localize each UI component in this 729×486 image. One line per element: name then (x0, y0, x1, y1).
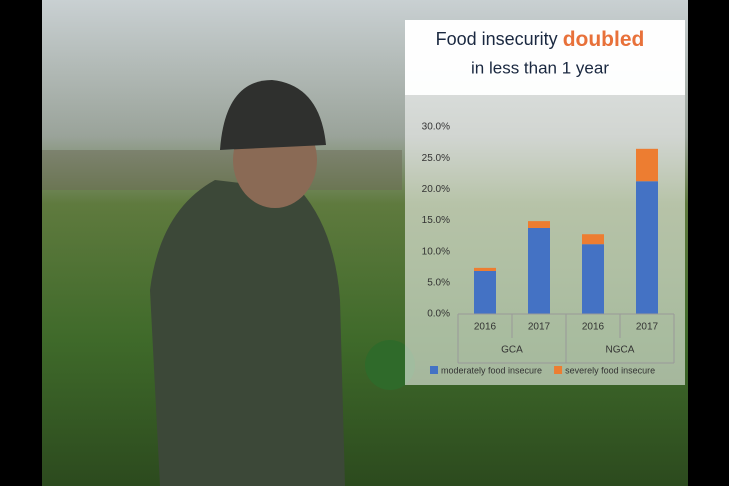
man-hat (220, 80, 326, 150)
man-jacket (150, 180, 345, 486)
y-tick-label: 30.0% (422, 122, 450, 133)
x-tick-label: 2016 (582, 322, 605, 333)
y-tick-label: 5.0% (427, 277, 450, 288)
bar-segment (528, 227, 550, 314)
radishes (365, 340, 415, 390)
x-tick-label: 2017 (636, 322, 659, 333)
bar-segment (582, 234, 604, 245)
y-tick-label: 0.0% (427, 309, 450, 320)
chart-title: Food insecurity doubled (436, 28, 645, 51)
bar-segment (636, 181, 658, 314)
bar-segment (474, 267, 496, 271)
subtitle: in less than 1 year (471, 58, 609, 77)
title-emphasis: doubled (563, 28, 645, 51)
y-tick-label: 20.0% (422, 184, 450, 195)
title-box (405, 20, 685, 95)
x-tick-label: 2017 (528, 322, 551, 333)
legend-label: moderately food insecure (441, 365, 542, 375)
bar-segment (582, 244, 604, 314)
group-label: GCA (501, 345, 523, 356)
group-label: NGCA (606, 345, 635, 356)
bar-segment (474, 270, 496, 314)
y-tick-label: 15.0% (422, 215, 450, 226)
y-tick-label: 10.0% (422, 246, 450, 257)
legend-swatch (554, 366, 563, 374)
bar-segment (636, 148, 658, 182)
bar-segment (528, 221, 550, 228)
legend-label: severely food insecure (565, 365, 655, 375)
title-text: Food insecurity (436, 29, 558, 49)
y-tick-label: 25.0% (422, 153, 450, 164)
x-tick-label: 2016 (474, 322, 497, 333)
legend-swatch (430, 366, 438, 374)
